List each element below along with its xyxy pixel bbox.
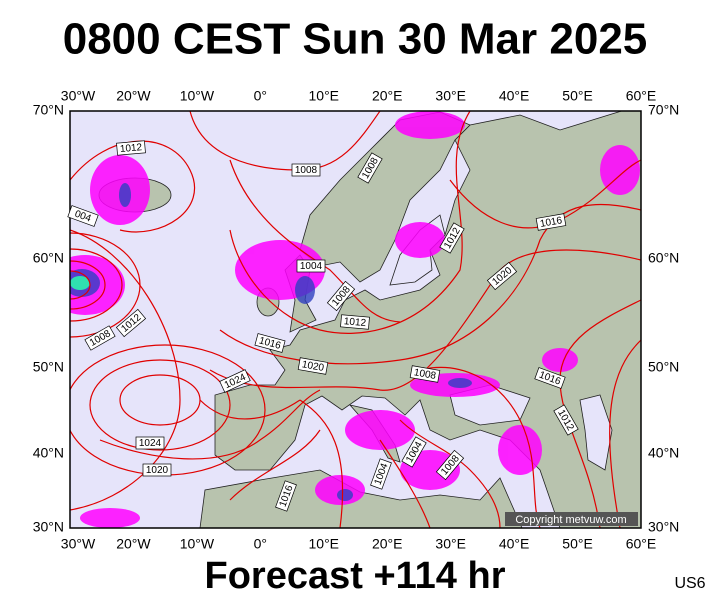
overlay: 30°W 30°W 20°W 20°W 10°W 10°W 0° 0° 10°E 10°E 20°E… — [33, 88, 680, 552]
heavy-precipitation — [70, 183, 472, 501]
isobar-label: 1012 — [340, 314, 370, 330]
isobar-label-box — [142, 463, 172, 477]
lon-label-top: 40°E — [499, 88, 530, 104]
isobar-label: 1016 — [535, 213, 567, 231]
isobar-label-box — [409, 365, 441, 383]
lon-label-top: 60°E — [626, 88, 657, 104]
lon-label-top: 0° — [254, 88, 267, 104]
intense-core — [70, 276, 90, 290]
lon-label-top: 30°W — [61, 88, 96, 104]
lon-label-top: 50°E — [562, 88, 593, 104]
map-frame — [69, 110, 642, 529]
lon-label-bottom: 30°W — [61, 536, 96, 552]
lon-label-top: 20°W — [116, 88, 151, 104]
isobar-label: 1016 — [254, 333, 286, 353]
isobar-label-text: 1008 — [413, 367, 437, 382]
isobar-label-text: 1020 — [301, 359, 325, 374]
lon-label-top: 10°E — [309, 88, 340, 104]
isobar-label: 1020 — [142, 463, 172, 477]
lat-label-left: 50°N — [33, 359, 64, 375]
isobar-label-box — [84, 325, 116, 351]
copyright: Copyright metvuw.com — [515, 514, 626, 526]
isobar-label-box — [534, 367, 566, 389]
isobar-label-text: 1024 — [139, 438, 162, 449]
copyright-box — [505, 512, 638, 526]
lat-label-right: 40°N — [648, 445, 679, 461]
isobar-label-box — [219, 369, 251, 393]
isobar-label-box — [291, 163, 321, 177]
lon-label-top: 30°E — [435, 88, 466, 104]
lon-label-top: 10°W — [180, 88, 215, 104]
isobar-label-text: 1008 — [295, 165, 318, 176]
isobar-label-box — [135, 436, 165, 450]
isobar-label-box — [340, 314, 370, 330]
isobar-label: 1004 — [296, 259, 326, 273]
lat-label-left: 40°N — [33, 445, 64, 461]
map — [70, 111, 641, 528]
isobar-label: 004 — [67, 205, 99, 227]
lat-label-right: 50°N — [648, 359, 679, 375]
lat-label-left: 60°N — [33, 250, 64, 266]
lon-label-bottom: 10°W — [180, 536, 215, 552]
lat-label-left: 30°N — [33, 519, 64, 535]
lon-label-top: 20°E — [372, 88, 403, 104]
isobar-label-text: 1020 — [146, 465, 169, 476]
isobar-label-box — [297, 357, 329, 375]
lon-label-bottom: 50°E — [562, 536, 593, 552]
isobar-label: 1008 — [409, 365, 441, 383]
isobar-label: 1012 — [116, 140, 146, 156]
lon-label-bottom: 30°E — [435, 536, 466, 552]
isobar-label-text: 1012 — [343, 316, 367, 329]
isobar-label-box — [254, 333, 286, 353]
lon-label-bottom: 60°E — [626, 536, 657, 552]
isobar-label-text: 1016 — [539, 215, 563, 230]
isobar-label-box — [553, 404, 579, 436]
title: 0800 CEST Sun 30 Mar 2025 — [63, 15, 648, 64]
isobars — [70, 111, 641, 528]
lat-label-left: 70°N — [33, 102, 64, 118]
lon-label-bottom: 20°W — [116, 536, 151, 552]
isobar-label-text: 1004 — [300, 261, 323, 272]
isobar-label-box — [535, 213, 567, 231]
lat-label-right: 70°N — [648, 102, 679, 118]
lon-label-bottom: 0° — [254, 536, 267, 552]
lon-label-bottom: 10°E — [309, 536, 340, 552]
isobar-label-box — [296, 259, 326, 273]
isobar-label-box — [486, 261, 518, 291]
isobar-label: 1024 — [135, 436, 165, 450]
footer: Forecast +114 hr — [204, 555, 505, 597]
lon-label-bottom: 20°E — [372, 536, 403, 552]
isobar-label-box — [115, 308, 147, 338]
isobar-label-text: 1012 — [119, 142, 143, 155]
isobar-label-box — [275, 480, 297, 512]
isobar-label-box — [67, 205, 99, 227]
isobar-label-box — [326, 280, 356, 312]
isobar-label-box — [435, 449, 465, 481]
isobar-label-box — [370, 458, 392, 490]
product-code: US6 — [674, 575, 705, 592]
isobar-label-box — [357, 152, 383, 184]
lon-label-bottom: 40°E — [499, 536, 530, 552]
isobar-label: 1008 — [291, 163, 321, 177]
isobar-label-box — [439, 222, 465, 254]
lat-label-right: 60°N — [648, 250, 679, 266]
isobar-label: 1020 — [297, 357, 329, 375]
isobar-label-box — [116, 140, 146, 156]
isobar-label-box — [401, 436, 427, 468]
lat-label-right: 30°N — [648, 519, 679, 535]
